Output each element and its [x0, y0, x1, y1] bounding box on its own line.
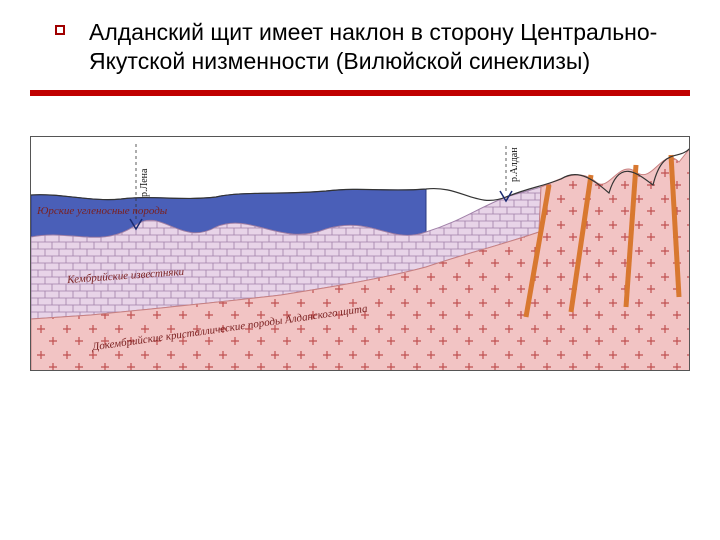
bullet-icon: [55, 25, 65, 35]
slide-title: Алданский щит имеет наклон в сторону Цен…: [89, 18, 680, 76]
geology-diagram: р.Ленар.АлданЮрские угленосные породыКем…: [30, 136, 690, 371]
river-label-1: р.Алдан: [509, 147, 520, 182]
river-label-0: р.Лена: [139, 168, 150, 196]
accent-bar: [30, 90, 690, 96]
layer-label-jurassic: Юрские угленосные породы: [37, 205, 167, 217]
